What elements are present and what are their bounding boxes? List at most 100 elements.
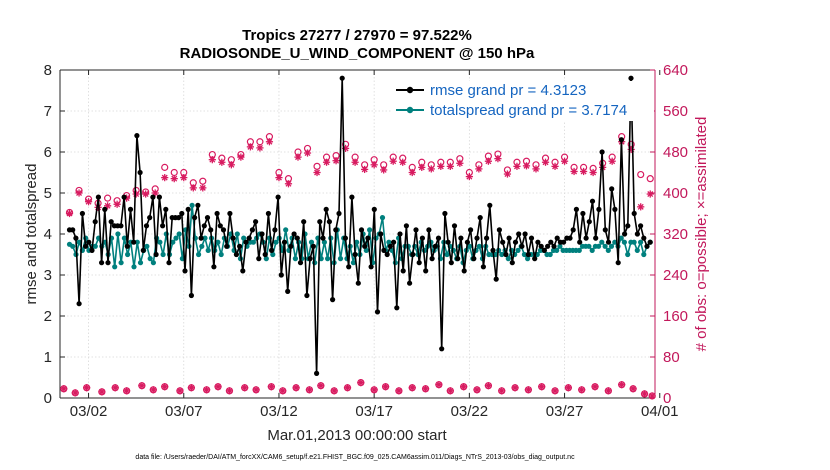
rmse-point xyxy=(609,186,615,192)
rmse-point xyxy=(628,75,634,81)
rmse-point xyxy=(426,227,432,233)
rmse-point xyxy=(131,239,137,245)
rmse-point xyxy=(342,235,348,241)
rmse-point xyxy=(95,194,101,200)
obs-assimilated-marker xyxy=(303,149,312,157)
legend-rmse-label: rmse grand pr = 4.3123 xyxy=(430,82,586,99)
totalspread-point xyxy=(618,235,624,241)
rmse-point xyxy=(577,239,583,245)
totalspread-point xyxy=(150,260,156,266)
rmse-point xyxy=(230,235,236,241)
rmse-point xyxy=(208,227,214,233)
rmse-point xyxy=(368,264,374,270)
obs-assimilated-marker xyxy=(199,184,207,192)
rmse-point xyxy=(336,210,342,217)
obs-assimilated-marker xyxy=(241,384,249,392)
rmse-point xyxy=(272,227,278,233)
totalspread-point xyxy=(199,243,205,249)
obs-assimilated-marker xyxy=(225,387,234,395)
obs-possible-marker xyxy=(199,177,207,185)
rmse-point xyxy=(522,231,528,237)
rmse-point xyxy=(586,219,592,225)
left-tick-label: 2 xyxy=(44,308,52,325)
totalspread-point xyxy=(554,247,560,253)
rmse-point xyxy=(509,260,515,266)
rmse-point xyxy=(118,223,124,229)
rmse-point xyxy=(490,247,496,253)
totalspread-point xyxy=(547,251,553,258)
obs-assimilated-marker xyxy=(646,190,654,198)
rmse-point xyxy=(400,268,406,274)
rmse-point xyxy=(355,280,361,286)
left-axis-ticks: 0 1 2 3 4 5 6 7 8 xyxy=(44,62,65,407)
right-tick-label: 320 xyxy=(663,226,688,243)
right-tick-label: 160 xyxy=(663,308,688,325)
totalspread-point xyxy=(70,243,76,249)
rmse-point xyxy=(583,235,589,241)
obs-assimilated-marker xyxy=(351,158,359,166)
totalspread-point xyxy=(505,256,511,262)
rmse-point xyxy=(102,206,108,212)
rmse-point xyxy=(548,239,554,245)
rmse-point xyxy=(487,202,493,208)
obs-assimilated-marker xyxy=(275,174,283,182)
totalspread-point xyxy=(292,256,298,262)
totalspread-point xyxy=(202,235,208,241)
rmse-point xyxy=(519,243,525,249)
totalspread-point xyxy=(602,243,608,249)
obs-assimilated-marker xyxy=(113,200,121,208)
totalspread-point xyxy=(634,247,640,253)
rmse-point xyxy=(147,215,153,221)
obs-assimilated-marker xyxy=(246,143,254,151)
totalspread-point xyxy=(631,239,637,245)
totalspread-point xyxy=(363,247,369,253)
rmse-point xyxy=(358,227,365,233)
totalspread-point xyxy=(476,243,482,249)
rmse-point xyxy=(625,223,631,229)
rmse-point xyxy=(317,219,323,225)
obs-assimilated-marker xyxy=(578,386,586,394)
rmse-point xyxy=(374,309,381,315)
legend-rmse-marker xyxy=(406,86,414,94)
totalspread-point xyxy=(625,251,631,258)
rmse-point xyxy=(224,243,230,249)
rmse-point xyxy=(455,256,461,262)
totalspread-point xyxy=(515,247,521,253)
obs-possible-marker xyxy=(161,163,169,171)
rmse-point xyxy=(451,223,458,229)
rmse-point xyxy=(217,223,223,229)
rmse-point xyxy=(269,247,275,253)
obs-assimilated-marker xyxy=(538,383,546,391)
rmse-point xyxy=(346,264,352,270)
totalspread-point xyxy=(312,260,318,266)
rmse-point xyxy=(198,235,204,241)
obs-assimilated-marker xyxy=(484,382,492,390)
legend: rmse grand pr = 4.3123 totalspread grand… xyxy=(392,81,654,121)
rmse-point xyxy=(320,235,326,241)
totalspread-point xyxy=(318,256,324,262)
rmse-point xyxy=(265,210,271,217)
legend-spread-marker xyxy=(406,106,414,114)
data-file-footer: data file: /Users/raeder/DAI/ATM_forcXX/… xyxy=(135,454,575,461)
obs-assimilated-marker xyxy=(343,384,352,392)
obs-assimilated-marker xyxy=(608,157,616,165)
totalspread-point xyxy=(350,260,356,266)
rmse-point xyxy=(253,219,259,225)
rmse-point xyxy=(326,219,332,225)
rmse-point xyxy=(211,264,217,270)
totalspread-point xyxy=(270,251,276,258)
totalspread-point xyxy=(215,239,221,245)
legend-box xyxy=(392,81,654,121)
obs-assimilated-marker xyxy=(237,153,245,161)
totalspread-point xyxy=(525,256,531,262)
obs-assimilated-marker xyxy=(111,384,119,392)
x-axis-label: Mar.01,2013 00:00:00 start xyxy=(267,427,447,444)
obs-assimilated-marker xyxy=(170,175,178,183)
totalspread-point xyxy=(92,243,98,249)
obs-assimilated-marker xyxy=(389,157,397,165)
right-tick-label: 640 xyxy=(663,62,688,79)
left-tick-label: 1 xyxy=(44,349,52,366)
x-tick-label: 03/07 xyxy=(165,403,203,420)
obs-assimilated-marker xyxy=(370,161,378,169)
obs-assimilated-marker xyxy=(292,384,300,392)
